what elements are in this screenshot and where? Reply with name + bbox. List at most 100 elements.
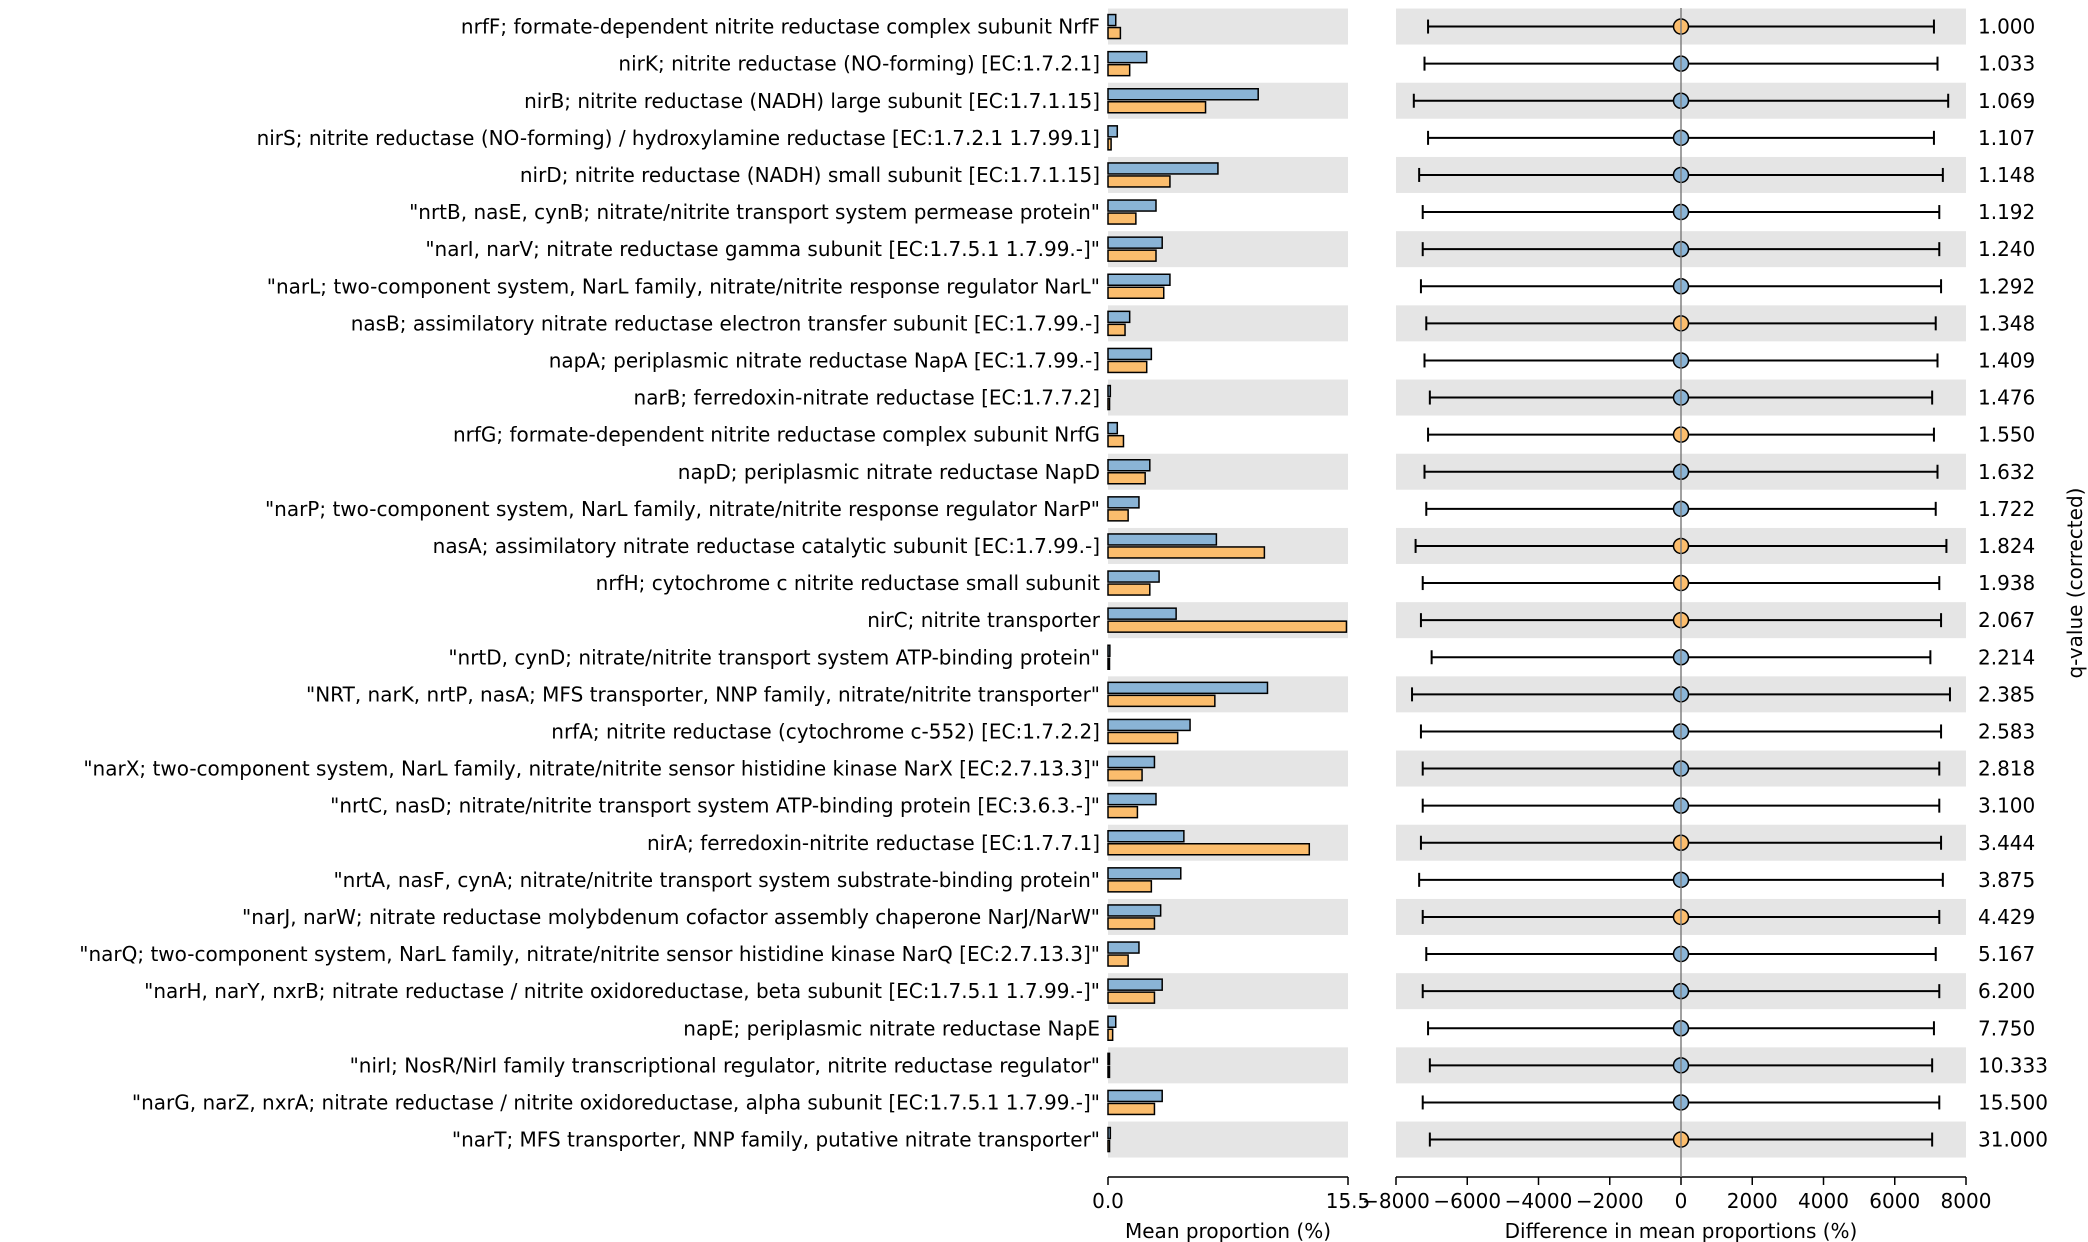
bar-series1-1: [1107, 50, 1148, 64]
q-value: 1.148: [1978, 163, 2035, 187]
bar-series2-25: [1107, 954, 1129, 967]
bar-x-axis-label: Mean proportion (%): [1125, 1219, 1331, 1242]
feature-label: nirS; nitrite reductase (NO-forming) / h…: [257, 126, 1100, 150]
bar-series1-18: [1107, 681, 1269, 695]
q-value: 1.938: [1978, 571, 2035, 595]
bar-series1-19: [1107, 718, 1191, 732]
diff-tick-label: −6000: [1433, 1189, 1501, 1213]
feature-label: "narT; MFS transporter, NNP family, puta…: [452, 1128, 1100, 1152]
bar-series2-30: [1107, 1139, 1111, 1153]
q-value-column: 1.000 1.033 1.069 1.107 1.148 1.192 1.240 1.292…: [1978, 15, 2048, 1152]
q-value: 4.429: [1978, 905, 2035, 929]
feature-label: napA; periplasmic nitrate reductase NapA…: [549, 348, 1100, 372]
feature-label: "narP; two-component system, NarL family…: [265, 497, 1100, 521]
bar-x-ticks: 0.0 15.5: [1092, 1177, 1370, 1213]
bar-series2-17: [1107, 657, 1111, 670]
bar-series1-11: [1107, 421, 1119, 435]
stripe-bar-0: [1108, 8, 1348, 45]
feature-label: nrfF; formate-dependent nitrite reductas…: [461, 15, 1100, 39]
feature-label: nirD; nitrite reductase (NADH) small sub…: [520, 163, 1100, 187]
bar-series1-25: [1107, 941, 1140, 954]
bar-series2-13: [1107, 509, 1129, 522]
bar-series2-0: [1107, 26, 1122, 40]
q-value: 1.107: [1978, 126, 2035, 150]
feature-label: "narH, narY, nxrB; nitrate reductase / n…: [144, 979, 1100, 1003]
q-value: 1.824: [1978, 534, 2035, 558]
q-value: 1.632: [1978, 460, 2035, 484]
feature-labels: nrfF; formate-dependent nitrite reductas…: [79, 15, 1101, 1152]
q-value: 3.875: [1978, 868, 2035, 892]
bar-series1-21: [1107, 792, 1157, 806]
feature-label: napE; periplasmic nitrate reductase NapE: [683, 1016, 1100, 1040]
q-value: 2.067: [1978, 608, 2035, 632]
feature-label: "nrtB, nasE, cynB; nitrate/nitrite trans…: [409, 200, 1100, 224]
bar-series2-4: [1107, 175, 1171, 188]
diff-tick-label: 8000: [1941, 1189, 1992, 1213]
q-value: 1.476: [1978, 386, 2035, 410]
diff-tick-label: 0: [1675, 1189, 1688, 1213]
q-value: 6.200: [1978, 979, 2035, 1003]
feature-label: nrfG; formate-dependent nitrite reductas…: [453, 423, 1100, 447]
q-value: 1.409: [1978, 348, 2035, 372]
q-value: 1.069: [1978, 89, 2035, 113]
bar-series1-15: [1107, 570, 1160, 583]
bar-series1-2: [1107, 88, 1259, 101]
q-value: 1.240: [1978, 237, 2035, 261]
bar-series1-27: [1107, 1015, 1117, 1028]
q-value: 7.750: [1978, 1016, 2035, 1040]
bar-series1-14: [1107, 533, 1218, 546]
bar-series2-7: [1107, 286, 1165, 299]
bar-series2-16: [1107, 620, 1348, 633]
bar-series2-24: [1107, 917, 1156, 930]
bar-series2-11: [1107, 434, 1125, 448]
bar-series2-14: [1107, 546, 1266, 559]
bar-series1-22: [1107, 830, 1185, 843]
bar-series1-8: [1107, 310, 1131, 324]
bar-series2-1: [1107, 63, 1131, 77]
stripe-bar-10: [1108, 379, 1348, 416]
bar-series1-9: [1107, 347, 1153, 361]
diff-tick-label: 4000: [1798, 1189, 1849, 1213]
diff-tick-label: −8000: [1362, 1189, 1430, 1213]
bar-series1-3: [1107, 125, 1119, 138]
bar-series1-26: [1107, 978, 1163, 991]
bar-series1-17: [1107, 644, 1111, 657]
feature-label: nirC; nitrite transporter: [867, 608, 1101, 632]
bar-series2-5: [1107, 212, 1137, 225]
q-value: 1.000: [1978, 15, 2035, 39]
mean-proportion-bars: [1107, 13, 1348, 1153]
feature-label: "nrtA, nasF, cynA; nitrate/nitrite trans…: [333, 868, 1100, 892]
axes: 0.0 15.5 −8000 −6000 −4000 −2000 0 2000 4000 600…: [1092, 8, 2087, 1242]
bar-series2-10: [1107, 397, 1111, 411]
stripe-bar-28: [1108, 1047, 1348, 1084]
feature-label: "narG, narZ, nxrA; nitrate reductase / n…: [132, 1090, 1100, 1114]
diff-tick-label: 2000: [1727, 1189, 1778, 1213]
q-value: 1.550: [1978, 423, 2035, 447]
diff-x-axis-label: Difference in mean proportions (%): [1505, 1219, 1858, 1242]
stripe-bar-8: [1108, 305, 1348, 342]
feature-label: nasA; assimilatory nitrate reductase cat…: [433, 534, 1100, 558]
feature-label: "narJ, narW; nitrate reductase molybdenu…: [242, 905, 1100, 929]
bar-series2-27: [1107, 1028, 1114, 1041]
bar-series2-23: [1107, 880, 1153, 893]
feature-label: "narQ; two-component system, NarL family…: [79, 942, 1100, 966]
feature-label: nrfH; cytochrome c nitrite reductase sma…: [596, 571, 1100, 595]
bar-series2-2: [1107, 101, 1207, 114]
feature-label: "nirI; NosR/NirI family transcriptional …: [350, 1053, 1100, 1077]
bar-series1-28: [1107, 1052, 1111, 1066]
q-value: 2.583: [1978, 719, 2035, 743]
q-value: 31.000: [1978, 1128, 2048, 1152]
stripe-bar-30: [1108, 1121, 1348, 1158]
bar-series1-6: [1107, 236, 1163, 249]
bar-series1-23: [1107, 867, 1182, 880]
bar-series2-21: [1107, 805, 1139, 819]
bar-series1-12: [1107, 459, 1151, 472]
feature-label: "nrtD, cynD; nitrate/nitrite transport s…: [448, 645, 1100, 669]
q-value: 3.444: [1978, 831, 2035, 855]
bar-series2-8: [1107, 323, 1126, 337]
bar-series2-12: [1107, 472, 1146, 485]
q-value: 5.167: [1978, 942, 2035, 966]
feature-label: nirK; nitrite reductase (NO-forming) [EC…: [618, 52, 1100, 76]
bar-series1-7: [1107, 273, 1171, 286]
q-value: 10.333: [1978, 1053, 2048, 1077]
